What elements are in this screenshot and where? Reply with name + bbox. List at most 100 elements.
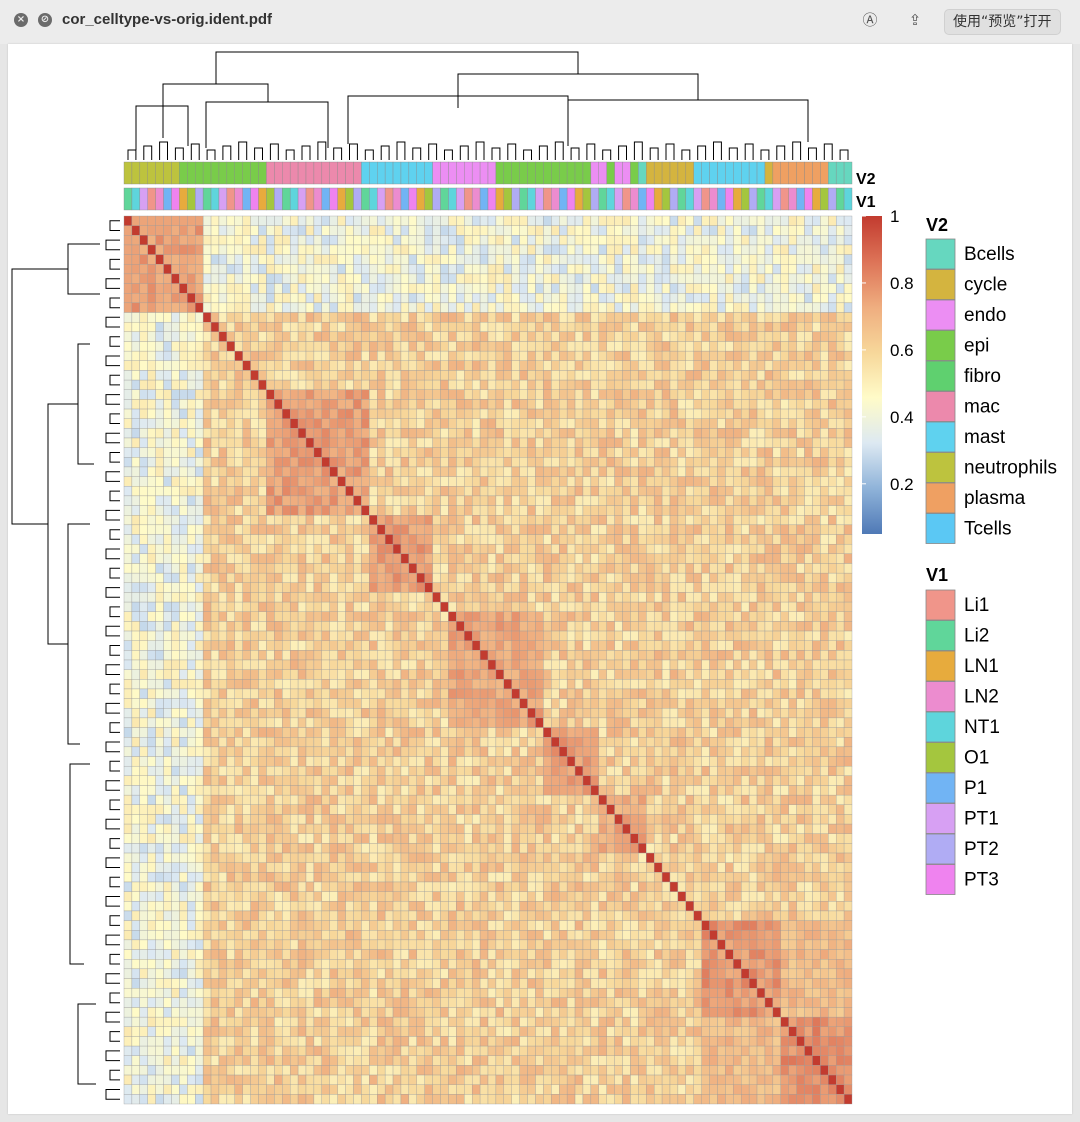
heatmap-cell — [345, 379, 354, 390]
close-icon[interactable]: × — [14, 13, 28, 27]
heatmap-cell — [424, 495, 433, 506]
heatmap-cell — [677, 244, 686, 255]
heatmap-cell — [701, 447, 710, 458]
heatmap-cell — [456, 543, 465, 554]
heatmap-cell — [416, 264, 425, 275]
open-with-preview-button[interactable]: 使用“预览”打开 — [944, 9, 1061, 35]
heatmap-cell — [147, 495, 156, 506]
heatmap-cell — [234, 466, 243, 477]
heatmap-cell — [748, 640, 758, 651]
heatmap-cell — [661, 273, 671, 284]
heatmap-cell — [171, 640, 180, 651]
heatmap-cell — [843, 457, 853, 468]
heatmap-cell — [780, 466, 789, 477]
minimize-icon[interactable]: ⊘ — [38, 13, 52, 27]
heatmap-cell — [329, 379, 338, 390]
heatmap-cell — [756, 293, 766, 304]
heatmap-cell — [551, 688, 560, 699]
heatmap-cell — [835, 669, 845, 680]
heatmap-cell — [551, 418, 560, 429]
heatmap-cell — [622, 321, 631, 332]
heatmap-cell — [400, 553, 410, 564]
heatmap-cell — [717, 592, 726, 603]
heatmap-cell — [416, 524, 425, 535]
heatmap-cell — [242, 727, 251, 738]
heatmap-cell — [353, 312, 362, 323]
heatmap-cell — [274, 543, 283, 554]
heatmap-cell — [535, 679, 544, 690]
heatmap-cell — [551, 534, 560, 545]
heatmap-cell — [187, 640, 196, 651]
heatmap-cell — [202, 621, 212, 632]
heatmap-cell — [408, 244, 417, 255]
heatmap-cell — [297, 235, 307, 246]
heatmap-cell — [250, 273, 259, 284]
heatmap-cell — [756, 360, 766, 371]
heatmap-cell — [479, 679, 489, 690]
heatmap-cell — [195, 331, 204, 342]
heatmap-cell — [535, 505, 544, 516]
heatmap-cell — [321, 389, 330, 400]
heatmap-cell — [400, 563, 410, 574]
heatmap-cell — [495, 505, 504, 516]
heatmap-cell — [764, 244, 774, 255]
heatmap-cell — [551, 669, 560, 680]
heatmap-cell — [353, 466, 362, 477]
heatmap-cell — [566, 428, 576, 439]
heatmap-cell — [471, 283, 481, 294]
markup-icon[interactable]: Ⓐ — [862, 11, 878, 29]
heatmap-cell — [788, 225, 797, 236]
heatmap-cell — [843, 466, 853, 477]
heatmap-cell — [408, 399, 417, 410]
heatmap-cell — [574, 331, 584, 342]
heatmap-cells — [123, 215, 853, 1105]
heatmap-cell — [503, 698, 512, 709]
heatmap-cell — [392, 244, 402, 255]
heatmap-cell — [131, 408, 140, 419]
heatmap-cell — [511, 273, 520, 284]
heatmap-cell — [709, 341, 718, 352]
heatmap-cell — [479, 630, 489, 641]
heatmap-cell — [709, 293, 718, 304]
heatmap-cell — [179, 717, 188, 728]
heatmap-cell — [519, 698, 528, 709]
heatmap-cell — [630, 592, 639, 603]
heatmap-cell — [606, 679, 615, 690]
heatmap-cell — [218, 572, 228, 583]
heatmap-cell — [598, 727, 607, 738]
heatmap-cell — [266, 321, 275, 332]
heatmap-cell — [400, 524, 410, 535]
heatmap-cell — [297, 360, 307, 371]
heatmap-cell — [392, 621, 402, 632]
heatmap-cell — [377, 370, 386, 381]
heatmap-cell — [527, 669, 536, 680]
heatmap-cell — [479, 283, 489, 294]
heatmap-cell — [392, 543, 402, 554]
heatmap-cell — [258, 659, 267, 670]
heatmap-cell — [171, 582, 180, 593]
heatmap-cell — [669, 379, 679, 390]
heatmap-cell — [210, 659, 220, 670]
heatmap-cell — [559, 399, 568, 410]
heatmap-cell — [598, 254, 607, 265]
heatmap-cell — [448, 505, 457, 516]
heatmap-cell — [234, 399, 243, 410]
heatmap-cell — [400, 650, 410, 661]
heatmap-cell — [559, 679, 568, 690]
heatmap-cell — [661, 321, 671, 332]
heatmap-cell — [448, 408, 457, 419]
heatmap-cell — [210, 582, 220, 593]
heatmap-cell — [195, 399, 204, 410]
heatmap-cell — [408, 293, 417, 304]
heatmap-cell — [733, 225, 742, 236]
heatmap-cell — [820, 225, 829, 236]
heatmap-cell — [804, 592, 813, 603]
share-icon[interactable]: ⇪ — [908, 11, 922, 29]
heatmap-cell — [210, 331, 220, 342]
heatmap-cell — [487, 708, 497, 719]
heatmap-cell — [416, 698, 425, 709]
heatmap-cell — [828, 582, 837, 593]
heatmap-cell — [495, 698, 504, 709]
heatmap-cell — [282, 505, 291, 516]
heatmap-cell — [764, 727, 774, 738]
